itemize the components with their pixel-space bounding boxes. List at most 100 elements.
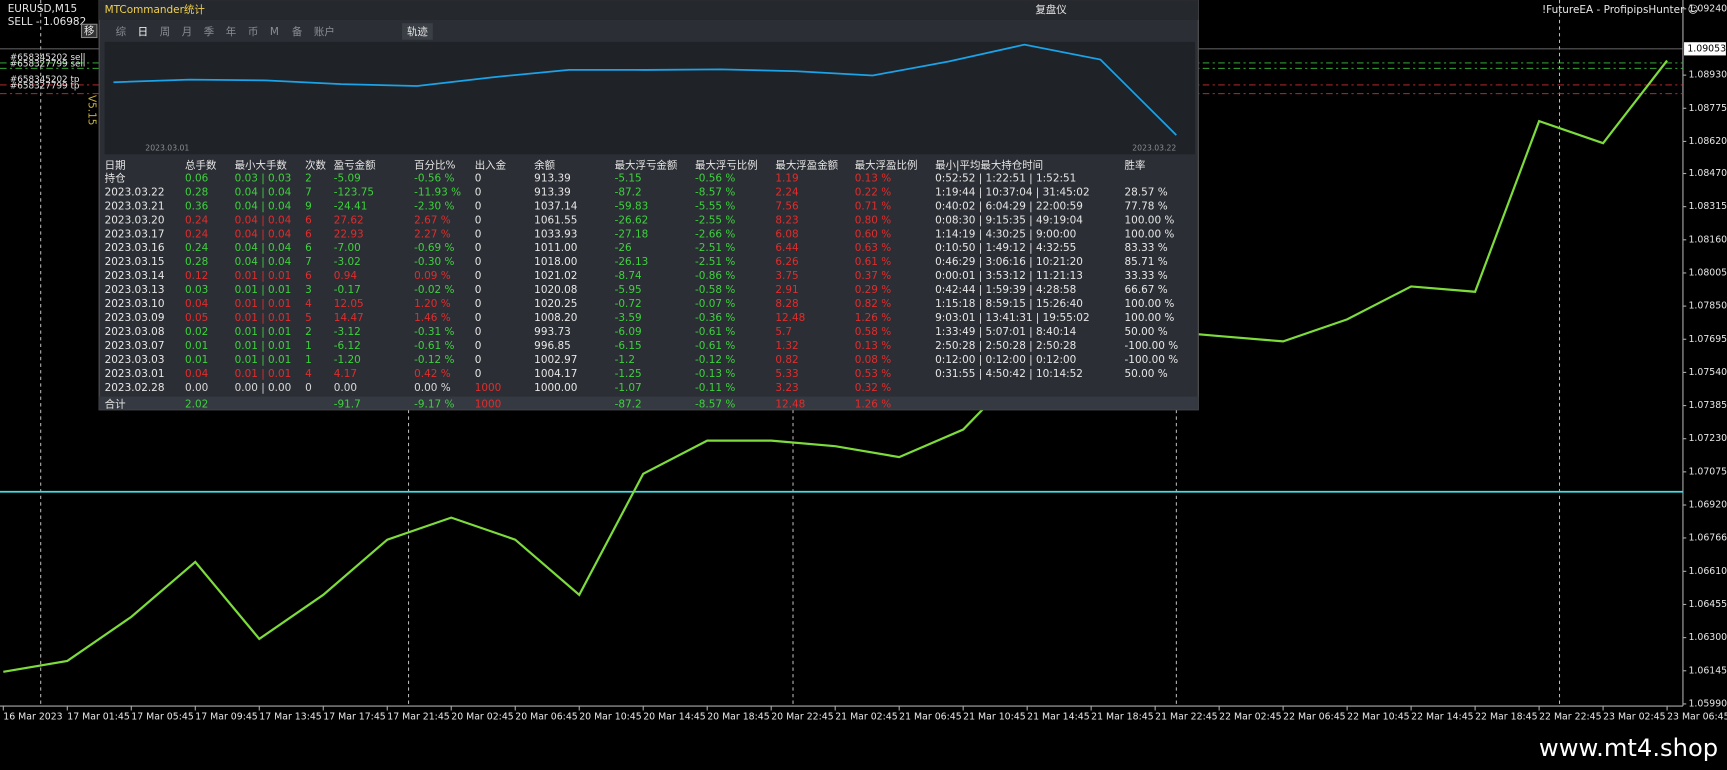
equity-x-label: 2023.03.01 xyxy=(145,144,189,153)
table-cell: 0.01 | 0.01 xyxy=(235,368,292,380)
tab[interactable]: 月 xyxy=(182,26,192,38)
table-cell: 0.01 | 0.01 xyxy=(235,298,292,310)
table-cell: 0 xyxy=(475,228,482,240)
table-cell: 0.01 | 0.01 xyxy=(235,326,292,338)
x-tick-label: 21 Mar 14:45 xyxy=(1027,712,1090,723)
tab[interactable]: 综 xyxy=(116,25,127,38)
table-cell: 0.04 | 0.04 xyxy=(235,200,292,212)
table-cell: 12.48 xyxy=(775,398,805,410)
table-cell: 0:08:30 | 9:15:35 | 49:19:04 xyxy=(935,214,1083,226)
table-cell: -26.62 xyxy=(615,214,649,226)
tab[interactable]: 年 xyxy=(226,25,236,38)
y-tick-label: 1.06455 xyxy=(1688,599,1727,610)
table-cell: 0:46:29 | 3:06:16 | 10:21:20 xyxy=(935,256,1083,268)
table-cell: 5 xyxy=(305,312,312,324)
table-cell: 2:50:28 | 2:50:28 | 2:50:28 xyxy=(935,340,1076,352)
x-tick-label: 17 Mar 21:45 xyxy=(387,712,450,723)
table-cell: 2023.03.07 xyxy=(105,340,165,352)
table-cell: 1:19:44 | 10:37:04 | 31:45:02 xyxy=(935,186,1090,198)
table-cell: 0.32 % xyxy=(855,382,892,394)
tab[interactable]: 币 xyxy=(248,26,258,38)
table-cell: 0.05 xyxy=(185,312,208,324)
table-cell: 12.05 xyxy=(334,298,364,310)
table-cell: 913.39 xyxy=(534,186,571,198)
table-cell: 3.23 xyxy=(775,382,798,394)
table-cell: 0.01 xyxy=(185,340,208,352)
x-tick-label: 21 Mar 10:45 xyxy=(963,712,1026,723)
table-cell: 0.63 % xyxy=(855,242,892,254)
column-header: 最大浮盈比例 xyxy=(855,158,918,171)
table-cell: -5.09 xyxy=(334,172,361,184)
x-tick-label: 23 Mar 02:45 xyxy=(1603,712,1666,723)
table-cell: 0.22 % xyxy=(855,186,892,198)
y-tick-label: 1.08315 xyxy=(1688,201,1727,212)
equity-x-label: 2023.03.22 xyxy=(1132,144,1176,153)
table-cell: -0.12 % xyxy=(695,354,735,366)
column-header: 出入金 xyxy=(475,158,507,171)
table-cell: 0.01 | 0.01 xyxy=(235,270,292,282)
table-cell: 0 xyxy=(475,172,482,184)
table-cell: 1004.17 xyxy=(534,368,577,380)
table-cell: 0.04 | 0.04 xyxy=(235,242,292,254)
table-cell: 1:14:19 | 4:30:25 | 9:00:00 xyxy=(935,228,1076,240)
table-cell: 0.01 xyxy=(185,354,208,366)
table-cell: 50.00 % xyxy=(1125,326,1168,338)
move-button[interactable] xyxy=(80,23,98,39)
table-cell: 2023.03.16 xyxy=(105,242,165,254)
table-cell: 0 xyxy=(475,242,482,254)
table-cell: -0.86 % xyxy=(695,270,735,282)
track-tab-bg[interactable] xyxy=(402,23,433,40)
table-cell: 2023.03.09 xyxy=(105,312,165,324)
table-cell: 0:12:00 | 0:12:00 | 0:12:00 xyxy=(935,354,1076,366)
table-cell: 100.00 % xyxy=(1125,298,1175,310)
replay-button[interactable]: 复盘仪 xyxy=(1035,3,1067,16)
table-cell: 1000 xyxy=(475,398,502,410)
table-cell: 0:40:02 | 6:04:29 | 22:00:59 xyxy=(935,200,1083,212)
y-tick-label: 1.07850 xyxy=(1688,301,1727,312)
table-cell: -6.15 xyxy=(615,340,642,352)
table-cell: 0.28 xyxy=(185,186,208,198)
table-cell: 7 xyxy=(305,256,312,268)
table-cell: 993.73 xyxy=(534,326,571,338)
table-cell: 2023.03.14 xyxy=(105,270,165,282)
table-cell: 0 xyxy=(475,354,482,366)
x-tick-label: 21 Mar 22:45 xyxy=(1155,712,1218,723)
table-cell: 6 xyxy=(305,270,312,282)
table-cell: 0 xyxy=(475,340,482,352)
series-line xyxy=(113,43,1177,136)
table-cell: 0.24 xyxy=(185,242,209,254)
table-cell: 996.85 xyxy=(534,340,571,352)
table-cell: 2023.03.03 xyxy=(105,354,165,366)
table-cell: 5.7 xyxy=(775,326,792,338)
table-cell: -27.18 xyxy=(615,228,649,240)
table-cell: 3 xyxy=(305,284,312,296)
x-tick-label: 20 Mar 18:45 xyxy=(707,712,770,723)
table-cell: 1000.00 xyxy=(534,382,577,394)
table-cell: -100.00 % xyxy=(1125,340,1179,352)
table-cell: 913.39 xyxy=(534,172,571,184)
table-cell: 33.33 % xyxy=(1125,270,1168,282)
tab[interactable]: 备 xyxy=(292,25,303,38)
tab[interactable]: 日 xyxy=(138,26,148,38)
table-cell: 0.00 % xyxy=(414,382,451,394)
column-header: 最大浮亏比例 xyxy=(695,158,758,171)
x-tick-label: 22 Mar 18:45 xyxy=(1475,712,1538,723)
tab[interactable]: 季 xyxy=(204,26,215,38)
table-cell: 1008.20 xyxy=(534,312,577,324)
tab[interactable]: 周 xyxy=(160,26,170,38)
table-cell: 0.37 % xyxy=(855,270,892,282)
table-cell: 0.24 xyxy=(185,228,209,240)
x-tick-label: 22 Mar 06:45 xyxy=(1283,712,1346,723)
y-tick-label: 1.07075 xyxy=(1688,466,1727,477)
table-cell: 0.00 | 0.00 xyxy=(235,382,292,394)
table-cell: 1.19 xyxy=(775,172,798,184)
table-cell: 2023.03.21 xyxy=(105,200,165,212)
track-tab[interactable]: 轨迹 xyxy=(407,25,428,38)
move-button-label[interactable]: 移 xyxy=(84,24,94,37)
table-cell: 1.26 % xyxy=(855,398,892,410)
total-row-bg xyxy=(99,396,1199,410)
watermark: www.mt4.shop xyxy=(1539,734,1718,762)
x-tick-label: 22 Mar 02:45 xyxy=(1219,712,1282,723)
tab[interactable]: M xyxy=(270,26,279,38)
tab[interactable]: 账户 xyxy=(314,25,335,38)
